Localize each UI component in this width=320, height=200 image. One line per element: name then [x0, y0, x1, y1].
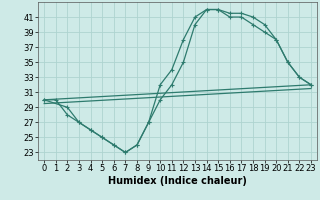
X-axis label: Humidex (Indice chaleur): Humidex (Indice chaleur): [108, 176, 247, 186]
